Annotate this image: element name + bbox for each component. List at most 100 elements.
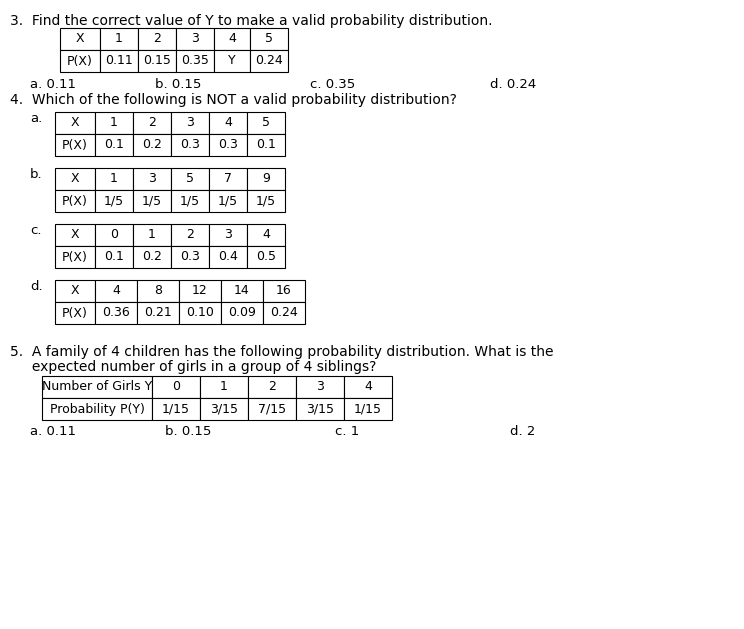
Text: c. 1: c. 1 (335, 425, 359, 438)
Bar (200, 376, 248, 398)
Text: c. 0.35: c. 0.35 (310, 78, 355, 91)
Text: 1/15: 1/15 (162, 403, 190, 416)
Bar (171, 190, 209, 212)
Bar (138, 28, 176, 50)
Bar (100, 50, 138, 72)
Text: 1/5: 1/5 (142, 194, 162, 208)
Bar (179, 280, 221, 302)
Bar (60, 28, 100, 50)
Text: P(X): P(X) (62, 138, 88, 152)
Bar (152, 376, 200, 398)
Text: 0.1: 0.1 (256, 138, 276, 152)
Text: X: X (71, 284, 80, 298)
Bar (42, 376, 152, 398)
Bar (95, 224, 133, 246)
Bar (344, 398, 392, 420)
Bar (171, 134, 209, 156)
Text: 16: 16 (276, 284, 292, 298)
Text: 1/5: 1/5 (104, 194, 124, 208)
Bar (60, 50, 100, 72)
Text: 1: 1 (220, 381, 228, 394)
Bar (209, 168, 247, 190)
Text: X: X (71, 228, 80, 242)
Text: 12: 12 (192, 284, 208, 298)
Text: c.: c. (30, 224, 42, 237)
Bar (55, 112, 95, 134)
Bar (263, 280, 305, 302)
Text: 4: 4 (224, 116, 232, 130)
Bar (209, 134, 247, 156)
Bar (171, 224, 209, 246)
Bar (95, 112, 133, 134)
Text: 2: 2 (148, 116, 156, 130)
Bar (95, 302, 137, 324)
Text: 5: 5 (186, 172, 194, 186)
Text: b.: b. (30, 168, 42, 181)
Bar (247, 190, 285, 212)
Bar (179, 302, 221, 324)
Text: 0.15: 0.15 (143, 55, 171, 67)
Text: a. 0.11: a. 0.11 (30, 78, 76, 91)
Bar (100, 28, 138, 50)
Text: 1: 1 (148, 228, 156, 242)
Text: 1/5: 1/5 (256, 194, 276, 208)
Bar (55, 168, 95, 190)
Bar (209, 246, 247, 268)
Bar (200, 398, 248, 420)
Bar (296, 398, 344, 420)
Bar (250, 50, 288, 72)
Text: 1: 1 (110, 116, 118, 130)
Text: 4: 4 (262, 228, 270, 242)
Text: 0.11: 0.11 (105, 55, 133, 67)
Bar (42, 398, 152, 420)
Text: a. 0.11: a. 0.11 (30, 425, 76, 438)
Bar (95, 246, 133, 268)
Bar (171, 246, 209, 268)
Text: a.: a. (30, 112, 42, 125)
Text: 0: 0 (172, 381, 180, 394)
Text: d.: d. (30, 280, 42, 293)
Text: Probability P(Y): Probability P(Y) (50, 403, 144, 416)
Text: 3.  Find the correct value of Y to make a valid probability distribution.: 3. Find the correct value of Y to make a… (10, 14, 493, 28)
Text: X: X (71, 172, 80, 186)
Bar (55, 302, 95, 324)
Bar (55, 224, 95, 246)
Bar (214, 50, 250, 72)
Text: 1: 1 (110, 172, 118, 186)
Bar (248, 398, 296, 420)
Bar (55, 280, 95, 302)
Text: 0.35: 0.35 (181, 55, 209, 67)
Text: 14: 14 (234, 284, 250, 298)
Text: P(X): P(X) (62, 250, 88, 264)
Text: X: X (71, 116, 80, 130)
Text: 3: 3 (148, 172, 156, 186)
Text: 3: 3 (316, 381, 324, 394)
Bar (55, 134, 95, 156)
Text: P(X): P(X) (62, 194, 88, 208)
Bar (171, 168, 209, 190)
Bar (176, 50, 214, 72)
Text: Number of Girls Y: Number of Girls Y (42, 381, 152, 394)
Bar (209, 224, 247, 246)
Bar (250, 28, 288, 50)
Text: b. 0.15: b. 0.15 (165, 425, 211, 438)
Bar (247, 168, 285, 190)
Text: 0.36: 0.36 (102, 306, 130, 320)
Text: 5: 5 (262, 116, 270, 130)
Bar (95, 190, 133, 212)
Bar (344, 376, 392, 398)
Bar (171, 112, 209, 134)
Text: 2: 2 (268, 381, 276, 394)
Text: 3: 3 (186, 116, 194, 130)
Text: 0.3: 0.3 (180, 138, 200, 152)
Text: 4: 4 (228, 33, 236, 45)
Bar (133, 246, 171, 268)
Text: 3/15: 3/15 (210, 403, 238, 416)
Text: 0.3: 0.3 (180, 250, 200, 264)
Bar (209, 190, 247, 212)
Bar (55, 246, 95, 268)
Bar (133, 168, 171, 190)
Text: 0.4: 0.4 (218, 250, 238, 264)
Bar (247, 224, 285, 246)
Text: 3: 3 (191, 33, 199, 45)
